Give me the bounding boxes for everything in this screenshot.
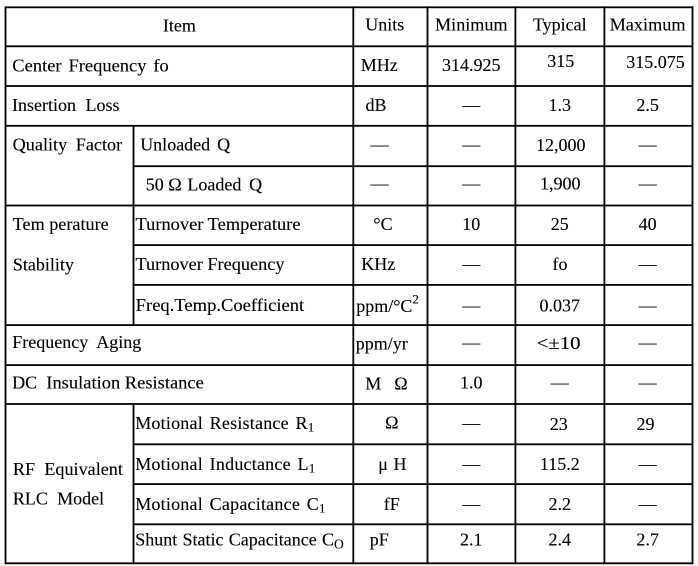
svg-text:—: — [370, 174, 390, 194]
svg-text:—: — [638, 332, 658, 352]
svg-text:Quality Factor: Quality Factor [13, 134, 123, 154]
svg-text:Maximum: Maximum [610, 15, 686, 35]
svg-text:M: M [365, 374, 381, 394]
svg-text:50 Ω: 50 Ω [146, 175, 182, 195]
svg-text:—: — [461, 295, 481, 315]
svg-text:Loaded Q: Loaded Q [187, 175, 262, 195]
svg-text:—: — [370, 134, 390, 154]
svg-text:—: — [461, 494, 481, 514]
svg-text:<±10: <±10 [537, 333, 581, 353]
svg-text:RF Equivalent: RF Equivalent [13, 459, 123, 479]
svg-text:2.7: 2.7 [636, 530, 659, 550]
svg-text:Units: Units [365, 15, 404, 35]
svg-text:°C: °C [373, 214, 392, 234]
svg-text:ppm/yr: ppm/yr [356, 333, 408, 353]
svg-text:—: — [550, 373, 570, 393]
svg-text:—: — [461, 332, 481, 352]
svg-text:Unloaded Q: Unloaded Q [140, 135, 230, 155]
svg-text:dB: dB [365, 95, 386, 115]
svg-text:—: — [461, 134, 481, 154]
svg-text:—: — [461, 254, 481, 274]
svg-text:pF: pF [370, 530, 389, 550]
svg-text:314.925: 314.925 [442, 55, 501, 75]
svg-text:2.1: 2.1 [460, 530, 483, 550]
svg-text:—: — [638, 494, 658, 514]
svg-text:29: 29 [637, 414, 655, 434]
svg-text:2.2: 2.2 [549, 494, 572, 514]
svg-text:2.4: 2.4 [549, 530, 572, 550]
svg-text:Motional Resistance R1: Motional Resistance R1 [135, 413, 314, 435]
svg-text:DC: DC [12, 372, 37, 392]
svg-text:fF: fF [384, 494, 400, 514]
svg-text:—: — [461, 174, 481, 194]
svg-text:Motional Capacitance C1: Motional Capacitance C1 [135, 494, 325, 516]
svg-text:—: — [638, 295, 658, 315]
svg-text:KHz: KHz [361, 254, 395, 274]
svg-text:40: 40 [639, 214, 657, 234]
svg-text:Ω: Ω [385, 413, 398, 433]
svg-text:Motional Inductance L1: Motional Inductance L1 [135, 454, 315, 476]
svg-text:Ω: Ω [394, 374, 407, 394]
svg-text:μ H: μ H [378, 454, 406, 474]
svg-text:MHz: MHz [361, 55, 398, 75]
svg-text:Insulation Resistance: Insulation Resistance [46, 372, 204, 392]
svg-text:315.075: 315.075 [626, 52, 685, 72]
svg-text:25: 25 [551, 214, 569, 234]
svg-text:—: — [638, 174, 658, 194]
svg-text:—: — [638, 454, 658, 474]
svg-text:115.2: 115.2 [540, 454, 580, 474]
svg-text:Tem perature: Tem perature [13, 214, 109, 234]
svg-text:23: 23 [550, 414, 568, 434]
svg-text:—: — [638, 134, 658, 154]
svg-text:fo: fo [553, 254, 568, 274]
svg-text:1.3: 1.3 [549, 95, 572, 115]
svg-text:—: — [461, 454, 481, 474]
svg-text:2.5: 2.5 [636, 95, 659, 115]
svg-text:RLC Model: RLC Model [13, 489, 104, 509]
svg-text:—: — [461, 413, 481, 433]
svg-text:Stability: Stability [13, 254, 74, 274]
svg-text:Item: Item [163, 16, 196, 36]
svg-text:Shunt Static Capacitance CO: Shunt Static Capacitance CO [135, 530, 344, 552]
svg-text:1,900: 1,900 [540, 173, 581, 193]
svg-text:0.037: 0.037 [540, 295, 581, 315]
svg-text:Minimum: Minimum [435, 15, 508, 35]
svg-text:Turnover Frequency: Turnover Frequency [136, 254, 285, 274]
svg-text:—: — [638, 373, 658, 393]
svg-text:Insertion Loss: Insertion Loss [12, 95, 120, 115]
svg-text:—: — [638, 254, 658, 274]
svg-text:10: 10 [462, 214, 480, 234]
svg-text:Typical: Typical [533, 15, 587, 35]
svg-text:Frequency Aging: Frequency Aging [12, 332, 141, 352]
svg-text:Freq.Temp.Coefficient: Freq.Temp.Coefficient [136, 295, 305, 315]
svg-text:—: — [461, 95, 481, 115]
svg-text:1.0: 1.0 [460, 373, 483, 393]
svg-text:ppm/°C2: ppm/°C2 [356, 291, 419, 316]
svg-text:315: 315 [547, 51, 574, 71]
svg-text:12,000: 12,000 [536, 135, 586, 155]
svg-text:Center Frequency fo: Center Frequency fo [12, 55, 169, 75]
svg-text:Turnover Temperature: Turnover Temperature [136, 214, 301, 234]
